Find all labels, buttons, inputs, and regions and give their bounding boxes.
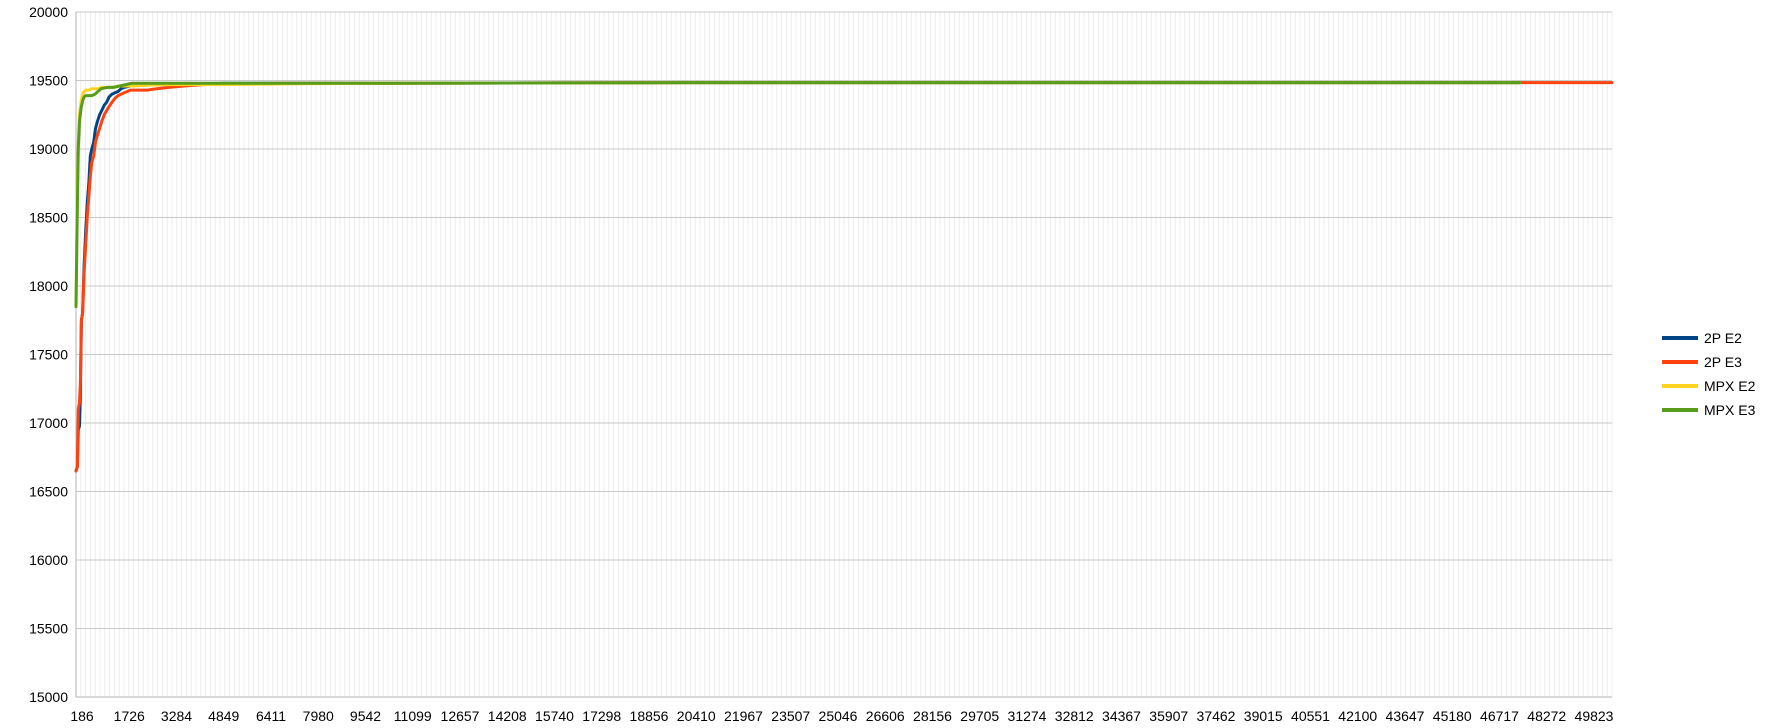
x-tick-label: 48272 (1527, 708, 1566, 724)
y-tick-label: 15500 (29, 621, 68, 637)
major-gridlines (76, 11, 1612, 698)
y-tick-label: 19000 (29, 141, 68, 157)
legend-label: 2P E2 (1704, 330, 1742, 346)
y-axis: 15000 15500 16000 16500 17000 17500 18000 18500… (29, 4, 68, 705)
x-tick-label: 26606 (866, 708, 905, 724)
y-tick-label: 17500 (29, 347, 68, 363)
legend: 2P E2 2P E3 MPX E2 MPX E3 (1662, 330, 1756, 418)
y-tick-label: 18500 (29, 210, 68, 226)
x-tick-label: 20410 (677, 708, 716, 724)
legend-label: MPX E2 (1704, 378, 1756, 394)
x-tick-label: 11099 (394, 708, 432, 724)
y-tick-label: 18000 (29, 278, 68, 294)
y-tick-label: 16500 (29, 484, 68, 500)
x-tick-label: 23507 (771, 708, 810, 724)
y-tick-label: 20000 (29, 4, 68, 20)
y-tick-label: 19500 (29, 73, 68, 89)
x-tick-label: 1726 (114, 708, 145, 724)
x-tick-label: 43647 (1386, 708, 1425, 724)
x-tick-label: 7980 (303, 708, 334, 724)
x-tick-label: 25046 (819, 708, 858, 724)
x-tick-label: 40551 (1291, 708, 1330, 724)
x-tick-label: 39015 (1244, 708, 1283, 724)
series-lines (74, 81, 1614, 473)
x-tick-label: 32812 (1055, 708, 1094, 724)
y-tick-label: 17000 (29, 415, 68, 431)
x-tick-label: 6411 (256, 708, 286, 724)
x-tick-label: 42100 (1338, 708, 1377, 724)
x-tick-label: 46717 (1480, 708, 1519, 724)
x-tick-label: 21967 (724, 708, 763, 724)
legend-label: MPX E3 (1704, 402, 1756, 418)
x-tick-label: 4849 (208, 708, 239, 724)
x-axis: 186 1726 3284 4849 6411 7980 9542 11099 12657 142… (70, 12, 1614, 724)
x-tick-label: 12657 (441, 708, 480, 724)
series-line-2p-e2 (74, 81, 1521, 473)
x-tick-label: 49823 (1575, 708, 1614, 724)
x-tick-label: 186 (70, 708, 94, 724)
x-tick-label: 3284 (161, 708, 192, 724)
x-tick-label: 31274 (1008, 708, 1047, 724)
x-tick-label: 34367 (1102, 708, 1141, 724)
x-tick-label: 45180 (1433, 708, 1472, 724)
x-tick-label: 14208 (488, 708, 527, 724)
x-tick-label: 28156 (913, 708, 952, 724)
series-line-mpx-e2 (74, 81, 1521, 309)
x-tick-label: 9542 (350, 708, 381, 724)
x-tick-label: 35907 (1149, 708, 1188, 724)
legend-label: 2P E3 (1704, 354, 1742, 370)
x-tick-label: 18856 (630, 708, 669, 724)
y-tick-label: 16000 (29, 552, 68, 568)
series-line-mpx-e3 (74, 81, 1521, 309)
x-tick-label: 15740 (535, 708, 574, 724)
x-tick-label: 37462 (1197, 708, 1236, 724)
x-tick-label: 29705 (960, 708, 999, 724)
y-tick-label: 15000 (29, 689, 68, 705)
x-tick-label: 17298 (582, 708, 621, 724)
